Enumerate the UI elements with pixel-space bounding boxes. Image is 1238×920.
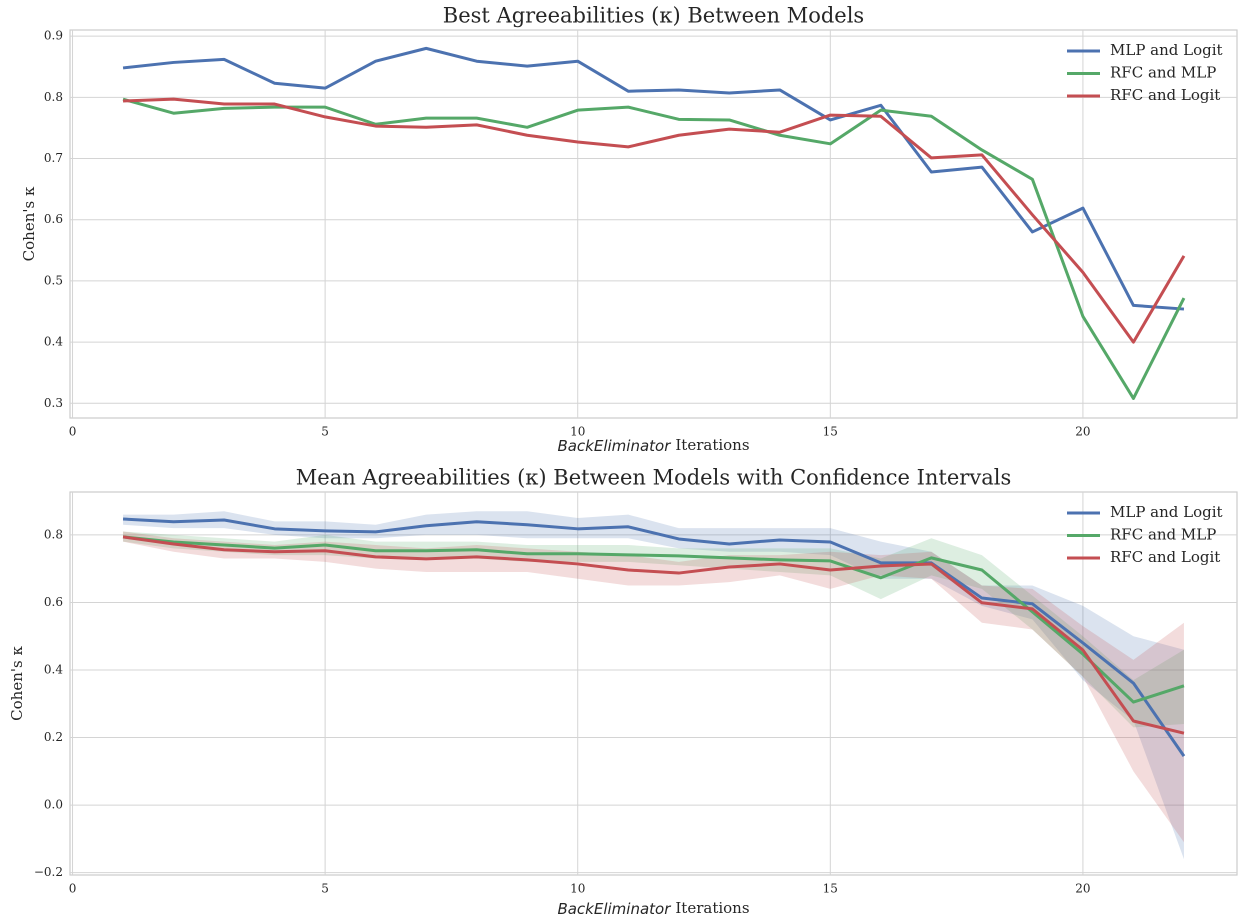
x-tick-label: 5 [321, 882, 329, 896]
y-tick-label: 0.8 [44, 527, 63, 541]
y-tick-label: 0.7 [44, 151, 63, 165]
line [122, 517, 1186, 757]
x-tick-label: 0 [69, 425, 77, 439]
x-tick-label: 20 [1075, 425, 1090, 439]
legend-label: RFC and Logit [1110, 86, 1220, 104]
y-axis-label: Cohen's κ [8, 646, 26, 721]
x-tick-label: 10 [570, 425, 585, 439]
x-axis-label-part: BackEliminator [557, 900, 671, 918]
x-tick-label: 0 [69, 882, 77, 896]
x-axis-label-part: Iterations [675, 899, 749, 917]
x-tick-label: 15 [823, 882, 838, 896]
line [122, 46, 1185, 311]
y-tick-label: 0.5 [44, 273, 63, 287]
y-tick-label: 0.6 [44, 595, 63, 609]
line [122, 97, 1186, 400]
x-tick-label: 10 [570, 882, 585, 896]
x-axis-label-part: Iterations [675, 436, 749, 454]
legend-label: MLP and Logit [1110, 503, 1223, 521]
chart: 0.3 0.4 0.5 0.6 0.7 0.8 0.9 0 5 10 15 20 MLP and Log… [20, 4, 1238, 455]
x-axis-label-part: BackEliminator [557, 437, 671, 455]
y-tick-label: −0.2 [34, 865, 63, 879]
y-tick-label: 0.6 [44, 212, 63, 226]
line [122, 97, 1186, 344]
legend-label: RFC and MLP [1110, 526, 1216, 544]
y-tick-label: 0.9 [44, 29, 63, 43]
chart: −0.2 0.0 0.2 0.4 0.6 0.8 0 5 10 15 20 MLP and Logit… [8, 466, 1238, 918]
confidence-band [123, 531, 1184, 728]
y-tick-label: 0.3 [44, 396, 63, 410]
y-tick-label: 0.8 [44, 90, 63, 104]
legend-label: RFC and MLP [1110, 64, 1216, 82]
legend-label: RFC and Logit [1110, 548, 1220, 566]
y-tick-label: 0.0 [44, 798, 63, 812]
y-axis-label: Cohen's κ [20, 186, 38, 261]
line [122, 535, 1185, 704]
x-tick-label: 15 [823, 425, 838, 439]
x-tick-label: 20 [1075, 882, 1090, 896]
line [122, 535, 1185, 735]
x-tick-label: 5 [321, 425, 329, 439]
x-axis-label: BackEliminator Iterations [557, 899, 749, 918]
chart-title: Best Agreeabilities (κ) Between Models [443, 4, 864, 28]
chart-title: Mean Agreeabilities (κ) Between Models w… [296, 466, 1011, 490]
y-tick-label: 0.4 [44, 335, 63, 349]
plot-area [69, 29, 1238, 419]
y-tick-label: 0.4 [44, 662, 63, 676]
y-tick-label: 0.2 [44, 730, 63, 744]
x-axis-label: BackEliminator Iterations [557, 436, 749, 455]
legend-label: MLP and Logit [1110, 41, 1223, 59]
